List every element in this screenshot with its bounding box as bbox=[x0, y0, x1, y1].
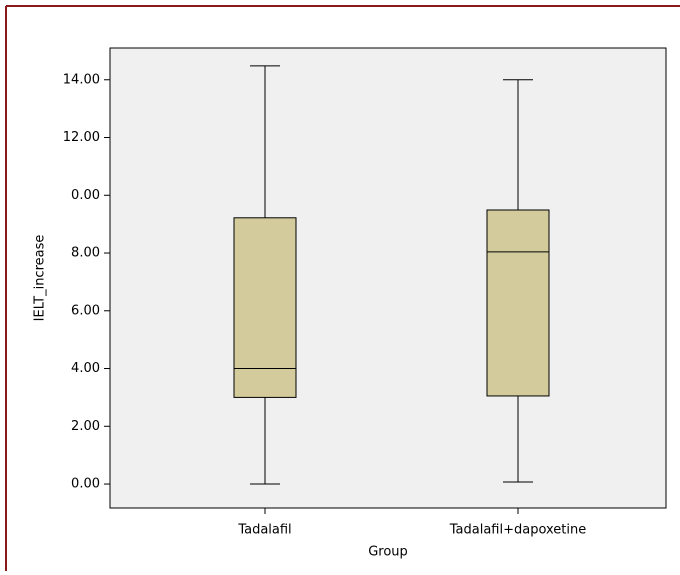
y-tick-label: 12.00 bbox=[63, 130, 100, 145]
box bbox=[233, 217, 297, 398]
x-tick-label: Tadalafil bbox=[237, 523, 291, 538]
y-tick-label: 0.00 bbox=[71, 188, 100, 203]
y-tick-label: 0.00 bbox=[71, 477, 100, 492]
x-tick-label: Tadalafil+dapoxetine bbox=[449, 523, 587, 538]
y-tick-label: 6.00 bbox=[71, 303, 100, 318]
plot-area bbox=[109, 47, 667, 509]
y-tick-label: 4.00 bbox=[71, 361, 100, 376]
y-axis-label: IELT_increase bbox=[33, 235, 48, 322]
x-axis-label: Group bbox=[368, 545, 408, 560]
y-tick-label: 2.00 bbox=[71, 419, 100, 434]
y-tick-label: 8.00 bbox=[71, 246, 100, 261]
y-tick-label: 14.00 bbox=[63, 72, 100, 87]
box bbox=[486, 209, 550, 397]
